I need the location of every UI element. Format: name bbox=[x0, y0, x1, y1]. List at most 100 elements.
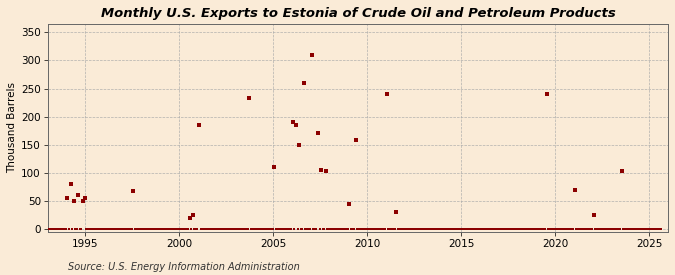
Point bbox=[98, 227, 109, 231]
Point bbox=[215, 227, 226, 231]
Point bbox=[67, 227, 78, 231]
Point bbox=[645, 227, 655, 231]
Point bbox=[436, 227, 447, 231]
Point bbox=[190, 227, 201, 231]
Point bbox=[65, 182, 76, 186]
Point bbox=[601, 227, 612, 231]
Point bbox=[430, 227, 441, 231]
Point bbox=[189, 227, 200, 231]
Point bbox=[279, 227, 290, 231]
Point bbox=[610, 227, 621, 231]
Point bbox=[84, 227, 95, 231]
Point bbox=[618, 227, 629, 231]
Point bbox=[494, 227, 505, 231]
Point bbox=[433, 227, 444, 231]
Point bbox=[338, 227, 348, 231]
Point bbox=[577, 227, 588, 231]
Point bbox=[438, 227, 449, 231]
Point bbox=[238, 227, 248, 231]
Point bbox=[269, 165, 279, 169]
Point bbox=[319, 227, 329, 231]
Point bbox=[313, 131, 323, 136]
Point bbox=[323, 227, 334, 231]
Point bbox=[107, 227, 118, 231]
Point bbox=[59, 227, 70, 231]
Point bbox=[57, 227, 68, 231]
Point bbox=[203, 227, 214, 231]
Point bbox=[404, 227, 414, 231]
Point bbox=[217, 227, 228, 231]
Point bbox=[117, 227, 128, 231]
Point bbox=[423, 227, 433, 231]
Point bbox=[209, 227, 220, 231]
Point bbox=[157, 227, 168, 231]
Y-axis label: Thousand Barrels: Thousand Barrels bbox=[7, 82, 17, 173]
Title: Monthly U.S. Exports to Estonia of Crude Oil and Petroleum Products: Monthly U.S. Exports to Estonia of Crude… bbox=[101, 7, 616, 20]
Point bbox=[113, 227, 124, 231]
Point bbox=[419, 227, 430, 231]
Point bbox=[111, 227, 122, 231]
Point bbox=[360, 227, 371, 231]
Point bbox=[115, 227, 126, 231]
Point bbox=[181, 227, 192, 231]
Point bbox=[435, 227, 446, 231]
Point bbox=[250, 227, 261, 231]
Point bbox=[78, 199, 88, 203]
Point bbox=[502, 227, 513, 231]
Point bbox=[479, 227, 489, 231]
Point bbox=[526, 227, 537, 231]
Point bbox=[615, 227, 626, 231]
Point bbox=[145, 227, 156, 231]
Point bbox=[371, 227, 381, 231]
Point bbox=[620, 227, 630, 231]
Point bbox=[535, 227, 546, 231]
Point bbox=[394, 227, 405, 231]
Point bbox=[211, 227, 221, 231]
Point bbox=[298, 81, 309, 85]
Point bbox=[568, 227, 578, 231]
Point bbox=[358, 227, 369, 231]
Point bbox=[634, 227, 645, 231]
Point bbox=[560, 227, 571, 231]
Point bbox=[579, 227, 590, 231]
Point bbox=[125, 227, 136, 231]
Point bbox=[485, 227, 495, 231]
Point bbox=[106, 227, 117, 231]
Point bbox=[109, 227, 119, 231]
Point bbox=[239, 227, 250, 231]
Point bbox=[165, 227, 176, 231]
Point bbox=[397, 227, 408, 231]
Point bbox=[222, 227, 233, 231]
Point bbox=[223, 227, 234, 231]
Point bbox=[524, 227, 535, 231]
Point bbox=[248, 227, 259, 231]
Point bbox=[496, 227, 507, 231]
Point bbox=[240, 227, 251, 231]
Point bbox=[497, 227, 508, 231]
Point bbox=[514, 227, 525, 231]
Point bbox=[468, 227, 479, 231]
Point bbox=[297, 227, 308, 231]
Point bbox=[122, 227, 132, 231]
Point bbox=[402, 227, 412, 231]
Point bbox=[342, 227, 353, 231]
Point bbox=[156, 227, 167, 231]
Point bbox=[277, 227, 288, 231]
Point bbox=[97, 227, 107, 231]
Point bbox=[543, 227, 554, 231]
Point bbox=[574, 227, 585, 231]
Point bbox=[588, 213, 599, 217]
Point bbox=[328, 227, 339, 231]
Point bbox=[153, 227, 163, 231]
Point bbox=[475, 227, 486, 231]
Point bbox=[74, 227, 85, 231]
Point bbox=[641, 227, 652, 231]
Point bbox=[572, 227, 583, 231]
Point bbox=[381, 91, 392, 96]
Point bbox=[316, 168, 327, 172]
Point bbox=[489, 227, 500, 231]
Point bbox=[541, 91, 552, 96]
Point bbox=[446, 227, 456, 231]
Point bbox=[454, 227, 464, 231]
Point bbox=[327, 227, 338, 231]
